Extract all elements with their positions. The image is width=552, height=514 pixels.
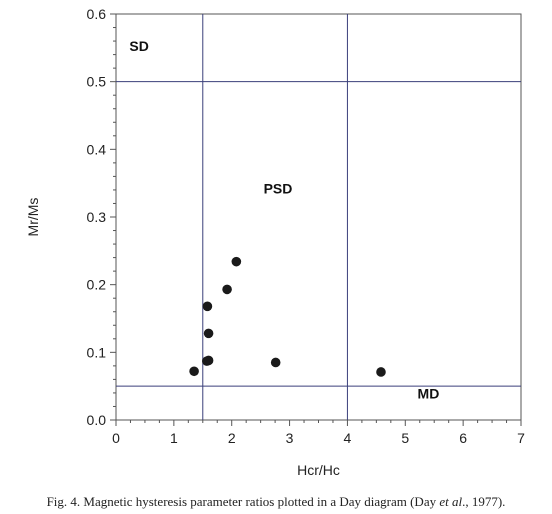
x-axis: 0 1 2 3 4 5 6 7 xyxy=(112,420,525,446)
caption-suffix: ., 1977). xyxy=(462,494,505,509)
y-tick-label: 0.6 xyxy=(87,6,107,22)
x-axis-title: Hcr/Hc xyxy=(297,462,340,478)
figure-caption: Fig. 4. Magnetic hysteresis parameter ra… xyxy=(47,494,506,509)
region-label-sd: SD xyxy=(129,38,148,54)
data-point xyxy=(202,301,213,312)
reference-lines xyxy=(116,14,521,420)
x-tick-label: 3 xyxy=(286,430,294,446)
caption-prefix: Fig. 4. Magnetic hysteresis parameter ra… xyxy=(47,494,440,509)
data-point xyxy=(203,328,214,339)
x-tick-label: 2 xyxy=(228,430,236,446)
y-tick-label: 0.2 xyxy=(87,277,107,293)
x-tick-label: 5 xyxy=(401,430,409,446)
x-tick-label: 6 xyxy=(459,430,467,446)
y-tick-label: 0.3 xyxy=(87,209,107,225)
x-tick-label: 0 xyxy=(112,430,120,446)
x-tick-label: 4 xyxy=(344,430,352,446)
data-points xyxy=(189,256,386,377)
y-tick-label: 0.1 xyxy=(87,344,107,360)
data-point xyxy=(222,284,232,295)
x-tick-label: 1 xyxy=(170,430,178,446)
region-labels: SD PSD MD xyxy=(129,38,439,401)
region-label-md: MD xyxy=(418,385,440,401)
data-point xyxy=(231,256,242,267)
plot-frame xyxy=(115,13,522,421)
y-tick-label: 0.4 xyxy=(87,141,107,157)
y-axis: 0.0 0.1 0.2 0.3 0.4 0.5 0.6 xyxy=(87,6,116,428)
data-point xyxy=(376,367,386,377)
y-tick-label: 0.5 xyxy=(87,74,107,90)
caption-italic: et al xyxy=(439,494,462,509)
region-label-psd: PSD xyxy=(264,180,293,196)
data-point xyxy=(270,357,281,368)
data-point xyxy=(203,355,214,366)
y-axis-title: Mr/Ms xyxy=(25,198,41,237)
data-point xyxy=(189,366,199,377)
x-tick-label: 7 xyxy=(517,430,525,446)
y-tick-label: 0.0 xyxy=(87,412,107,428)
